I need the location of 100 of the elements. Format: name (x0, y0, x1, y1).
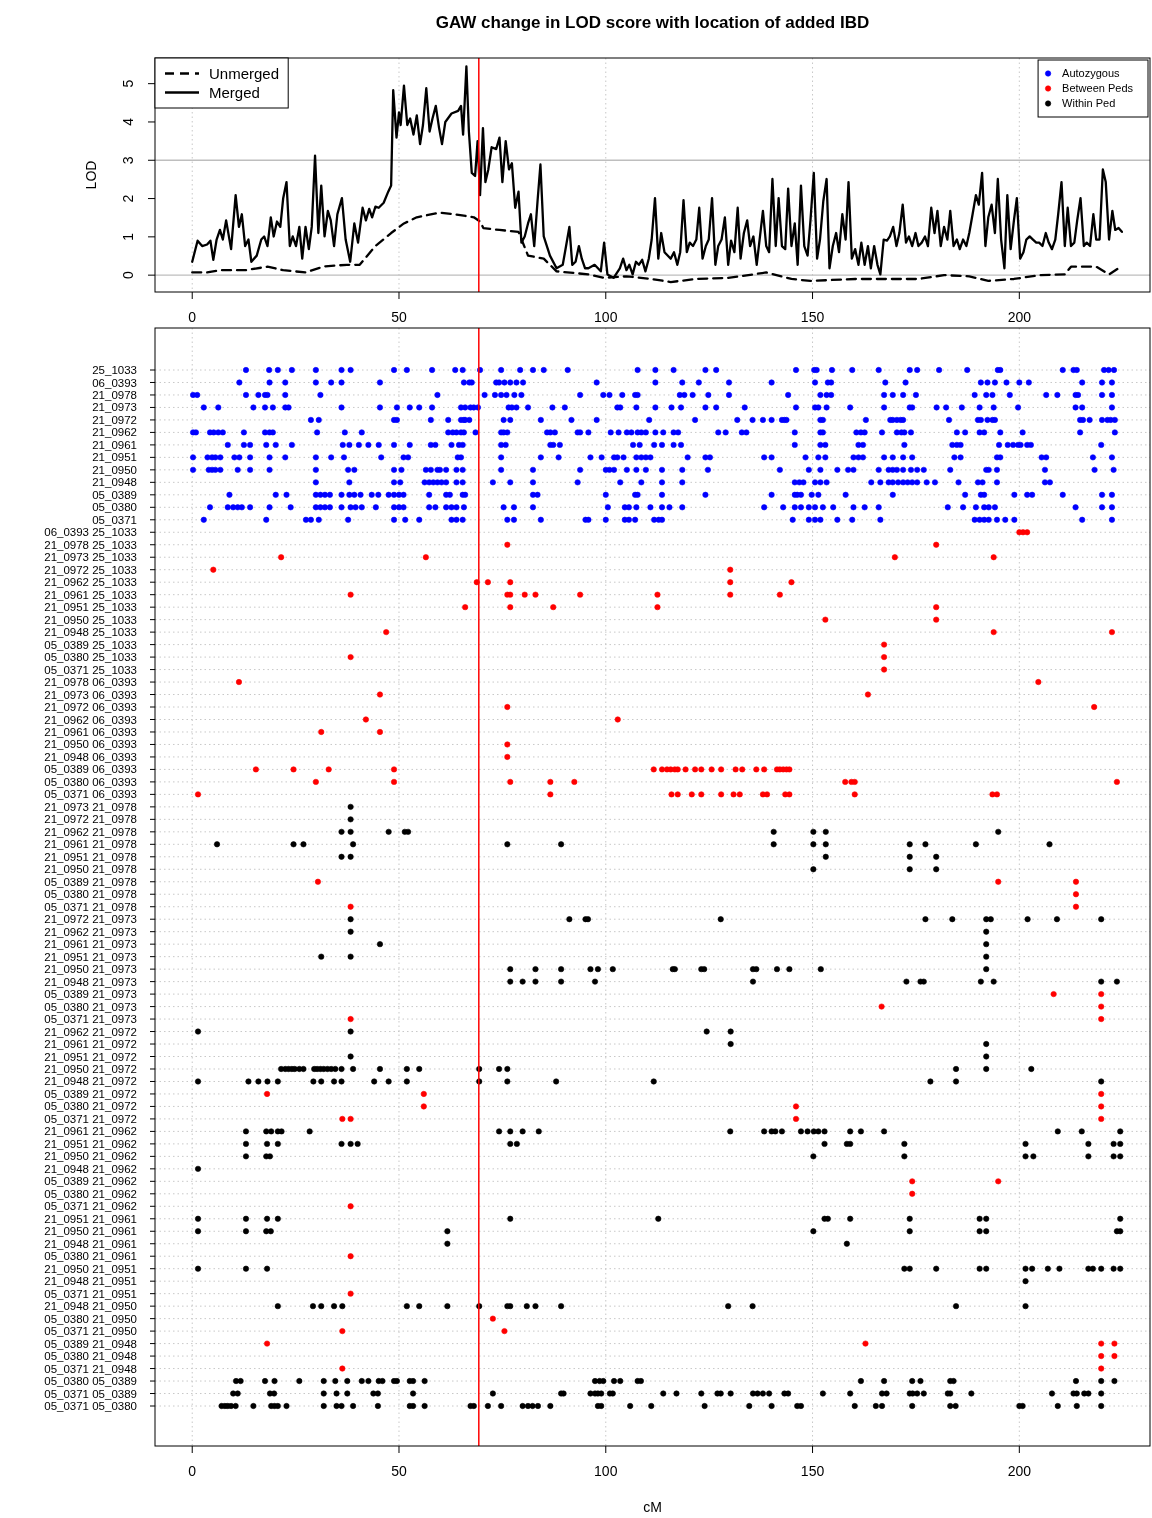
y-tick-label: 05_0371 05_0389 (44, 1387, 137, 1400)
y-tick-label: 05_0371 (92, 513, 137, 526)
y-tick-label: 21_0973 21_0978 (44, 800, 137, 813)
y-tick-label: 06_0393 25_1033 (44, 526, 137, 539)
y-tick-label: 21_0951 21_0961 (44, 1212, 137, 1225)
y-tick-label: 21_0948 21_0973 (44, 975, 137, 988)
y-tick-label: 4 (120, 117, 136, 126)
y-tick-label: 21_0950 21_0973 (44, 963, 137, 976)
y-tick-label: 21_0951 21_0972 (44, 1050, 137, 1063)
x-tick-label: 50 (391, 1463, 407, 1479)
y-tick-label: 21_0961 (92, 438, 137, 451)
y-tick-label: 21_0962 21_0978 (44, 825, 137, 838)
y-tick-label: 05_0389 21_0962 (44, 1175, 137, 1188)
y-tick-label: 21_0950 21_0961 (44, 1225, 137, 1238)
y-tick-label: 21_0962 21_0972 (44, 1025, 137, 1038)
y-tick-label: 5 (120, 79, 136, 88)
y-tick-label: 21_0950 21_0978 (44, 863, 137, 876)
y-tick-label: 21_0961 21_0972 (44, 1038, 137, 1051)
y-tick-label: 21_0948 21_0961 (44, 1237, 137, 1250)
y-tick-label: 05_0380 05_0389 (44, 1375, 137, 1388)
x-tick-label: 100 (594, 309, 618, 325)
y-tick-label: 25_1033 (92, 364, 137, 377)
y-tick-label: 05_0389 21_0972 (44, 1087, 137, 1100)
y-tick-label: 0 (120, 271, 136, 280)
y-tick-label: 21_0962 21_0973 (44, 925, 137, 938)
y-tick-label: 05_0371 25_1033 (44, 663, 137, 676)
y-tick-label: 21_0962 06_0393 (44, 713, 137, 726)
y-tick-label: 21_0948 21_0972 (44, 1075, 137, 1088)
y-tick-label: 21_0951 21_0978 (44, 850, 137, 863)
y-tick-label: 3 (120, 156, 136, 165)
y-tick-label: 21_0972 25_1033 (44, 563, 137, 576)
y-tick-label: 05_0371 21_0978 (44, 900, 137, 913)
y-tick-label: 2 (120, 194, 136, 203)
y-tick-label: 21_0948 21_0962 (44, 1162, 137, 1175)
y-tick-label: 21_0962 25_1033 (44, 576, 137, 589)
y-tick-label: 21_0950 21_0962 (44, 1150, 137, 1163)
y-tick-label: 05_0380 06_0393 (44, 775, 137, 788)
y-tick-label: 21_0950 06_0393 (44, 738, 137, 751)
y-tick-label: 21_0973 25_1033 (44, 551, 137, 564)
y-tick-label: 21_0951 21_0962 (44, 1137, 137, 1150)
y-tick-label: 21_0951 (92, 451, 137, 464)
y-tick-label: 21_0951 21_0973 (44, 950, 137, 963)
y-tick-label: 21_0973 (92, 401, 137, 414)
y-tick-label: 21_0978 06_0393 (44, 676, 137, 689)
y-tick-label: 21_0948 25_1033 (44, 626, 137, 639)
y-tick-label: 05_0371 21_0950 (44, 1325, 137, 1338)
chart-title: GAW change in LOD score with location of added IBD (435, 13, 870, 32)
x-tick-label: 200 (1007, 1463, 1032, 1479)
y-tick-label: 05_0389 25_1033 (44, 638, 137, 651)
y-tick-label: 21_0972 21_0973 (44, 913, 137, 926)
y-tick-label: 21_0950 21_0951 (44, 1262, 137, 1275)
x-tick-label: 50 (391, 309, 407, 325)
y-tick-label: 05_0371 21_0962 (44, 1200, 137, 1213)
y-tick-label: 1 (120, 232, 136, 241)
y-tick-label: 21_0961 06_0393 (44, 726, 137, 738)
y-tick-label: 21_0961 21_0973 (44, 938, 137, 951)
y-tick-label: 05_0389 21_0948 (44, 1337, 137, 1350)
y-tick-label: 05_0389 (92, 488, 137, 501)
y-tick-label: 21_0972 06_0393 (44, 701, 137, 714)
y-tick-label: 21_0950 (92, 463, 137, 476)
y-tick-label: 05_0371 21_0948 (44, 1362, 137, 1375)
y-tick-label: 21_0972 21_0978 (44, 813, 137, 826)
y-tick-label: 05_0380 25_1033 (44, 651, 137, 664)
x-tick-label: 150 (800, 1463, 825, 1479)
y-tick-label: 05_0380 21_0962 (44, 1187, 137, 1200)
y-tick-label: 21_0948 21_0951 (44, 1275, 137, 1288)
y-tick-label: 05_0389 06_0393 (44, 763, 137, 776)
y-tick-label: 21_0961 21_0978 (44, 838, 137, 851)
y-tick-label: 21_0972 (92, 413, 137, 426)
x-axis-title: cM (643, 1499, 662, 1515)
y-tick-label: 05_0380 21_0972 (44, 1100, 137, 1113)
y-tick-label: 05_0380 21_0973 (44, 1000, 137, 1013)
y-tick-label: 21_0948 (92, 476, 137, 489)
y-tick-label: 21_0978 (92, 388, 137, 401)
x-tick-label: 100 (594, 1463, 618, 1479)
x-tick-label: 0 (188, 309, 197, 325)
y-tick-label: 21_0978 25_1033 (44, 538, 137, 551)
y-tick-label: 05_0380 21_0948 (44, 1350, 137, 1363)
y-tick-label: 05_0389 21_0978 (44, 875, 137, 888)
legend-label: Between Peds (1062, 82, 1134, 95)
legend-label: Unmerged (209, 64, 280, 82)
y-tick-label: 05_0380 21_0978 (44, 888, 137, 901)
legend-label: Merged (209, 83, 260, 101)
y-tick-label: 05_0371 05_0380 (44, 1400, 137, 1413)
y-tick-label: 05_0389 21_0973 (44, 988, 137, 1001)
y-tick-label: 21_0961 21_0962 (44, 1125, 137, 1138)
x-tick-label: 200 (1007, 309, 1032, 325)
y-axis-title: LOD (83, 160, 99, 190)
y-tick-label: 05_0380 (92, 501, 137, 514)
legend-label: Within Ped (1062, 97, 1116, 110)
y-tick-label: 05_0371 21_0951 (44, 1287, 137, 1300)
y-tick-label: 21_0950 21_0972 (44, 1063, 137, 1076)
x-tick-label: 0 (188, 1463, 197, 1479)
y-tick-label: 05_0371 21_0972 (44, 1112, 137, 1125)
y-tick-label: 06_0393 (92, 376, 137, 389)
y-tick-label: 05_0380 21_0961 (44, 1250, 137, 1263)
y-tick-label: 05_0380 21_0950 (44, 1312, 137, 1325)
y-tick-label: 05_0371 21_0973 (44, 1013, 137, 1026)
x-tick-label: 150 (800, 309, 825, 325)
y-tick-label: 05_0371 06_0393 (44, 788, 137, 801)
